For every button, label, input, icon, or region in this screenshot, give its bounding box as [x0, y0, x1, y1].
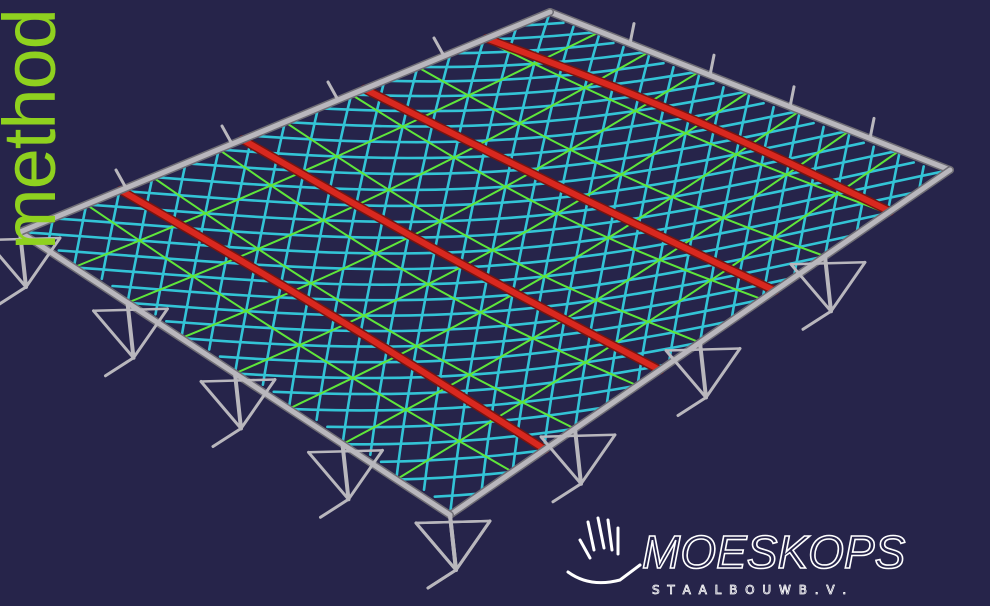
column-post-far	[432, 36, 446, 58]
grid-diagonal-a	[180, 148, 221, 340]
column-brace	[789, 262, 833, 313]
grid-diagonal-a	[207, 134, 254, 351]
column-brace	[24, 236, 62, 289]
column-post	[125, 300, 136, 360]
vertical-title: method	[0, 9, 71, 250]
column-post-far	[628, 22, 636, 46]
column-brace	[0, 254, 28, 289]
grid-diagonal-b	[449, 41, 615, 55]
grid-diagonal-b	[394, 470, 514, 481]
column-brace	[239, 378, 277, 430]
column-post-far	[788, 85, 796, 109]
column-post	[18, 230, 28, 289]
grid-diagonal-b	[272, 362, 671, 396]
grid-diagonal-a	[542, 45, 625, 452]
column-brace	[199, 380, 243, 430]
column-tie	[539, 433, 617, 439]
grid-diagonal-b	[287, 384, 639, 412]
column-brace	[347, 448, 384, 501]
column-post	[448, 513, 458, 572]
grid-green-line	[284, 121, 701, 344]
grid-diagonal-b	[111, 233, 858, 302]
company-logo: MOESKOPS S T A A L B O U W B . V .	[566, 516, 906, 597]
grid-diagonal-a	[422, 24, 519, 492]
arch-beam-2	[361, 86, 778, 294]
frame-edge-4	[17, 9, 553, 235]
column-post	[573, 426, 583, 486]
grid-green-line	[85, 203, 514, 473]
column-post	[233, 371, 243, 431]
grid-diagonal-a	[368, 51, 452, 457]
logo-name: MOESKOPS	[642, 526, 906, 578]
grid-diagonal-b	[51, 161, 916, 239]
arch-beam-1	[483, 35, 893, 215]
support-columns	[0, 22, 876, 590]
column-brace	[704, 347, 742, 399]
grid-diagonal-a	[287, 93, 353, 411]
column-tie	[414, 519, 492, 525]
grid-diagonal-b	[316, 82, 715, 113]
grid-diagonal-a	[72, 203, 88, 269]
grid-diagonal-b	[218, 319, 733, 364]
roof-grid	[18, 10, 952, 517]
grid-diagonal-a	[261, 107, 320, 387]
grid-diagonal-b	[379, 448, 546, 464]
column-brace	[829, 260, 867, 313]
frame-edge-1	[547, 9, 953, 173]
column-tie	[199, 378, 277, 383]
grid-diagonal-b	[250, 101, 765, 144]
column-post-far	[708, 53, 716, 77]
column-brace	[132, 307, 169, 360]
column-brace	[92, 309, 135, 360]
column-brace	[539, 435, 583, 486]
column-brace	[414, 521, 458, 572]
arch-beam-4	[117, 187, 548, 453]
column-tie	[307, 449, 384, 454]
grid-diagonal-a	[729, 105, 775, 323]
column-leg	[319, 497, 350, 519]
grid-diagonal-b	[57, 190, 921, 271]
grid-diagonal-a	[394, 38, 486, 481]
grid-diagonal-b	[118, 141, 866, 208]
logo-subtitle: S T A A L B O U W B . V .	[652, 583, 848, 597]
grid-green-line	[217, 148, 639, 387]
arch-beam-3	[239, 136, 663, 374]
column-post-far	[114, 168, 128, 190]
hand-logo-icon	[566, 516, 642, 585]
column-tie	[789, 261, 867, 266]
column-post-far	[326, 80, 340, 102]
column-leg	[104, 356, 135, 378]
grid-green-line	[341, 129, 851, 446]
column-tie	[664, 347, 742, 352]
column-post	[823, 254, 833, 314]
grid-green-line	[287, 109, 801, 410]
grid-green-line	[395, 149, 901, 481]
column-tie	[0, 236, 62, 241]
column-leg	[0, 285, 28, 306]
column-leg	[551, 482, 583, 504]
grid-green-line	[151, 176, 576, 430]
column-post	[698, 340, 708, 400]
column-post	[340, 442, 351, 502]
column-leg	[426, 568, 458, 590]
column-tie	[92, 307, 169, 313]
column-brace	[454, 519, 492, 572]
column-leg	[676, 396, 708, 417]
grid-diagonal-a	[315, 79, 386, 422]
grid-diagonal-b	[180, 298, 764, 348]
column-leg	[211, 427, 243, 448]
red-arch-beams	[116, 33, 895, 454]
column-brace	[579, 433, 617, 486]
grid-diagonal-a	[100, 189, 121, 281]
column-post-far	[868, 116, 876, 140]
column-brace	[307, 450, 350, 501]
column-leg	[801, 309, 833, 331]
column-post-far	[220, 124, 234, 146]
column-brace	[664, 349, 708, 399]
